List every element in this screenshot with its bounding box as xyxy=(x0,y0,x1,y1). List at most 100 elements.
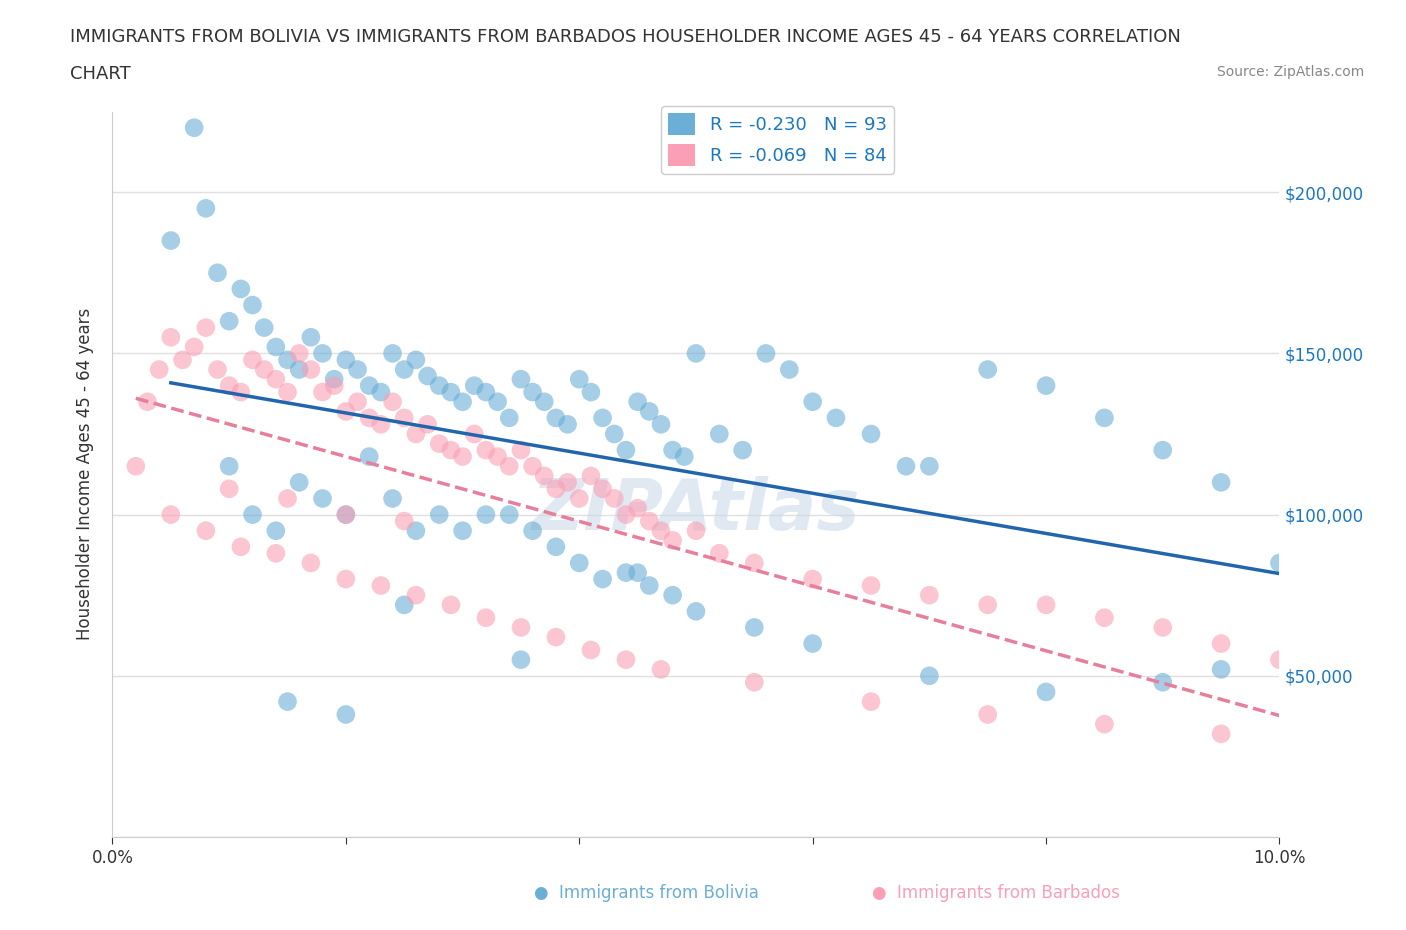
Point xyxy=(288,475,311,490)
Point xyxy=(264,524,287,538)
Point xyxy=(801,394,824,409)
Point xyxy=(125,458,148,473)
Y-axis label: Householder Income Ages 45 - 64 years: Householder Income Ages 45 - 64 years xyxy=(76,308,94,641)
Point xyxy=(1209,726,1232,741)
Point xyxy=(229,539,252,554)
Point xyxy=(475,610,498,625)
Point xyxy=(627,565,650,580)
Point xyxy=(194,524,217,538)
Point xyxy=(264,339,287,354)
Point xyxy=(370,385,392,400)
Point xyxy=(661,443,683,458)
Point xyxy=(335,507,357,522)
Point xyxy=(742,675,765,690)
Point xyxy=(918,588,941,603)
Point xyxy=(650,524,672,538)
Point xyxy=(1268,555,1291,570)
Point xyxy=(405,427,427,442)
Point xyxy=(731,443,754,458)
Point xyxy=(323,372,346,387)
Point xyxy=(335,352,357,367)
Point xyxy=(194,201,217,216)
Text: IMMIGRANTS FROM BOLIVIA VS IMMIGRANTS FROM BARBADOS HOUSEHOLDER INCOME AGES 45 -: IMMIGRANTS FROM BOLIVIA VS IMMIGRANTS FR… xyxy=(70,28,1181,46)
Point xyxy=(475,385,498,400)
Point xyxy=(860,694,883,709)
Point xyxy=(685,604,707,618)
Point xyxy=(451,394,474,409)
Text: ●  Immigrants from Barbados: ● Immigrants from Barbados xyxy=(872,884,1119,902)
Point xyxy=(288,346,311,361)
Point xyxy=(755,346,778,361)
Point xyxy=(207,362,229,377)
Point xyxy=(976,597,998,612)
Point xyxy=(218,458,240,473)
Point xyxy=(592,482,614,497)
Point xyxy=(557,475,579,490)
Point xyxy=(709,427,731,442)
Point xyxy=(509,372,531,387)
Point xyxy=(1152,620,1174,635)
Point xyxy=(614,443,637,458)
Point xyxy=(194,320,217,335)
Point xyxy=(253,320,276,335)
Point xyxy=(229,282,252,297)
Point xyxy=(1152,675,1174,690)
Point xyxy=(160,233,183,248)
Point xyxy=(335,707,357,722)
Point xyxy=(742,555,765,570)
Point xyxy=(509,620,531,635)
Point xyxy=(638,404,661,418)
Text: ZIPAtlas: ZIPAtlas xyxy=(531,476,860,545)
Point xyxy=(242,507,264,522)
Point xyxy=(860,427,883,442)
Point xyxy=(603,427,626,442)
Point xyxy=(1035,684,1057,699)
Point xyxy=(381,491,404,506)
Point xyxy=(359,410,381,425)
Point xyxy=(825,410,848,425)
Point xyxy=(416,417,439,432)
Point xyxy=(276,352,298,367)
Point xyxy=(976,362,998,377)
Point xyxy=(579,385,602,400)
Legend: R = -0.230   N = 93, R = -0.069   N = 84: R = -0.230 N = 93, R = -0.069 N = 84 xyxy=(661,106,894,174)
Point xyxy=(311,491,333,506)
Point xyxy=(650,417,672,432)
Point xyxy=(498,507,520,522)
Point xyxy=(614,565,637,580)
Point xyxy=(709,546,731,561)
Point xyxy=(405,352,427,367)
Point xyxy=(242,352,264,367)
Point xyxy=(346,394,368,409)
Point xyxy=(427,436,450,451)
Point xyxy=(160,330,183,345)
Point xyxy=(276,491,298,506)
Point xyxy=(218,313,240,328)
Point xyxy=(394,513,416,528)
Point xyxy=(299,362,322,377)
Point xyxy=(801,636,824,651)
Point xyxy=(918,669,941,684)
Point xyxy=(416,368,439,383)
Point xyxy=(568,491,591,506)
Point xyxy=(918,458,941,473)
Point xyxy=(1035,379,1057,393)
Point xyxy=(207,265,229,280)
Point xyxy=(742,620,765,635)
Point xyxy=(183,120,205,135)
Point xyxy=(579,469,602,484)
Point xyxy=(627,394,650,409)
Point xyxy=(276,694,298,709)
Point xyxy=(650,662,672,677)
Point xyxy=(568,555,591,570)
Point xyxy=(172,352,194,367)
Point xyxy=(229,385,252,400)
Point xyxy=(894,458,917,473)
Point xyxy=(614,507,637,522)
Point xyxy=(533,394,555,409)
Point xyxy=(440,597,463,612)
Point xyxy=(183,339,205,354)
Point xyxy=(440,443,463,458)
Point xyxy=(264,546,287,561)
Point xyxy=(427,379,450,393)
